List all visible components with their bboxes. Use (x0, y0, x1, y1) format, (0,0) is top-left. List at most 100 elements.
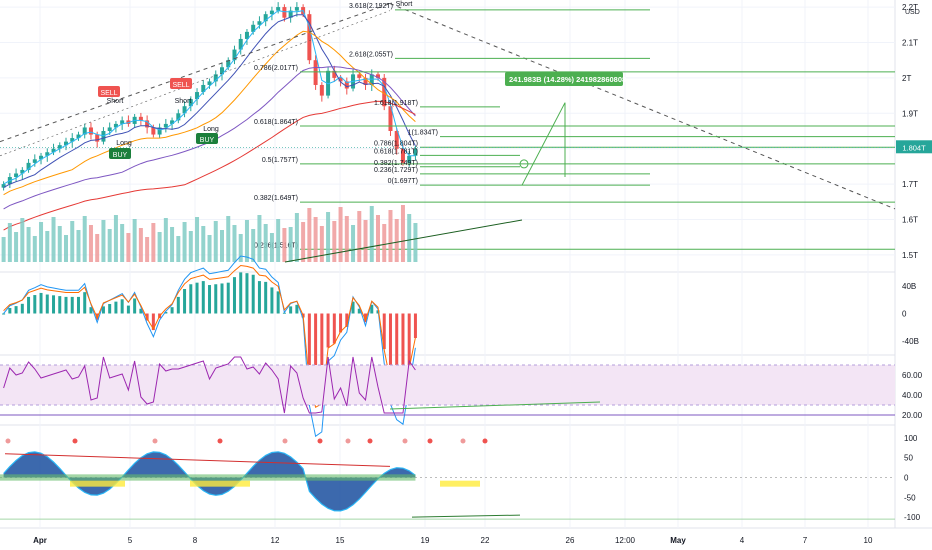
volume-bar (64, 235, 68, 262)
candle (45, 152, 50, 156)
volume-bar (357, 211, 362, 262)
wave-dot (367, 438, 373, 444)
volume-bar (82, 216, 87, 262)
wave-dot (217, 438, 223, 444)
price-tick-label: 1.9T (902, 109, 918, 118)
volume-bar (269, 233, 274, 262)
macd-bar (339, 313, 343, 333)
price-tick-label: 2.1T (902, 38, 918, 47)
macd-bar (120, 299, 124, 314)
candle (51, 148, 56, 153)
volume-bar (276, 219, 281, 262)
candle (126, 120, 131, 124)
price-pane[interactable]: 3.618(2.192T) 2.618(2.055T) 0.786(2.017T) 1… (0, 1, 896, 263)
macd-pane[interactable] (2, 255, 417, 438)
candle (151, 127, 156, 135)
candle (201, 84, 206, 93)
macd-bar (139, 308, 143, 314)
time-axis[interactable]: Apr 5 8 12 15 19 22 26 12:00 May 4 7 10 (33, 536, 873, 545)
time-tick-label: 19 (421, 536, 430, 545)
candle (107, 127, 112, 131)
fib-level-label: 0.618(1.781T) (374, 148, 418, 155)
candle (294, 7, 299, 11)
fib-level-label: 0.236(1.516T) (254, 242, 298, 249)
fib-level-label: 0.5(1.757T) (262, 157, 298, 164)
volume-bar (57, 226, 62, 262)
green-band (0, 474, 416, 481)
macd-bar (145, 313, 149, 321)
volume-bar (413, 223, 418, 262)
price-tick-label: 2.2T (902, 3, 918, 12)
volume-bar (301, 222, 306, 262)
candle (263, 14, 268, 22)
sell-signal-label: SELL (100, 90, 117, 97)
volume-bars (1, 205, 418, 262)
macd-bar (264, 281, 268, 314)
candle (257, 21, 262, 25)
fib-level-label: 1.618(1.918T) (374, 100, 418, 107)
macd-bar (58, 296, 62, 314)
fib-level-label: 1(1.834T) (408, 130, 438, 137)
macd-bar (251, 274, 255, 314)
sell-signal[interactable] (98, 86, 120, 97)
volume-bar (107, 229, 112, 262)
volume-bar (170, 227, 175, 262)
volume-bar (220, 230, 224, 262)
buy-signal[interactable] (196, 133, 218, 144)
long-label: Long (116, 140, 132, 147)
measure-badge[interactable] (505, 72, 623, 86)
macd-bar (101, 306, 105, 314)
macd-bar (226, 282, 230, 314)
candles (1, 2, 418, 191)
volume-bar (88, 225, 93, 262)
buy-signal[interactable] (109, 148, 131, 159)
candle (70, 138, 75, 142)
macd-bar (239, 272, 243, 314)
measure-label: 241.983B (14.28%) 241982860808 (509, 75, 626, 84)
time-tick-label: 10 (864, 536, 873, 545)
macd-bar (108, 304, 112, 314)
candle (1, 184, 6, 188)
candle (344, 81, 349, 89)
candle (251, 24, 256, 32)
volume-bar (20, 218, 25, 262)
candle (101, 131, 106, 142)
price-axis[interactable]: 2.2T2.1T2T1.9T1.8T1.7T1.6T1.5TUSD1.804T4… (896, 3, 932, 522)
fib-level-label: 0.382(1.649T) (254, 195, 298, 202)
volume-bar (39, 222, 44, 262)
volume-bar (326, 212, 331, 262)
volume-bar (394, 219, 399, 262)
volume-bar (232, 225, 237, 262)
macd-bar (245, 273, 249, 314)
candle (138, 116, 143, 121)
candle (307, 14, 312, 61)
signal-line (3, 264, 416, 409)
macd-bar (257, 281, 261, 314)
volume-bar (132, 219, 137, 262)
macd-bar (83, 292, 87, 314)
volume-bar (76, 230, 81, 262)
macd-bar (270, 287, 274, 314)
candle (332, 70, 337, 78)
candle (120, 120, 125, 124)
rsi-pane[interactable] (0, 356, 895, 416)
candle (32, 159, 37, 163)
wave-trend-pane[interactable] (0, 438, 895, 520)
macd-bar (407, 313, 411, 366)
volume-bar (70, 221, 75, 262)
volume-bar (32, 236, 37, 262)
candle (76, 134, 81, 139)
sell-signal[interactable] (170, 78, 192, 89)
candle (363, 77, 368, 85)
volume-bar (120, 224, 125, 262)
volume-bar (226, 216, 231, 262)
volume-bar (363, 220, 368, 262)
time-tick-label: 12 (271, 536, 280, 545)
moving-average-line (3, 100, 416, 231)
wave-dot (345, 438, 351, 444)
wave-dot (152, 438, 158, 444)
candle (176, 113, 181, 121)
fib-level-label: 0.236(1.729T) (374, 167, 418, 174)
currency-label: USD (905, 9, 920, 16)
